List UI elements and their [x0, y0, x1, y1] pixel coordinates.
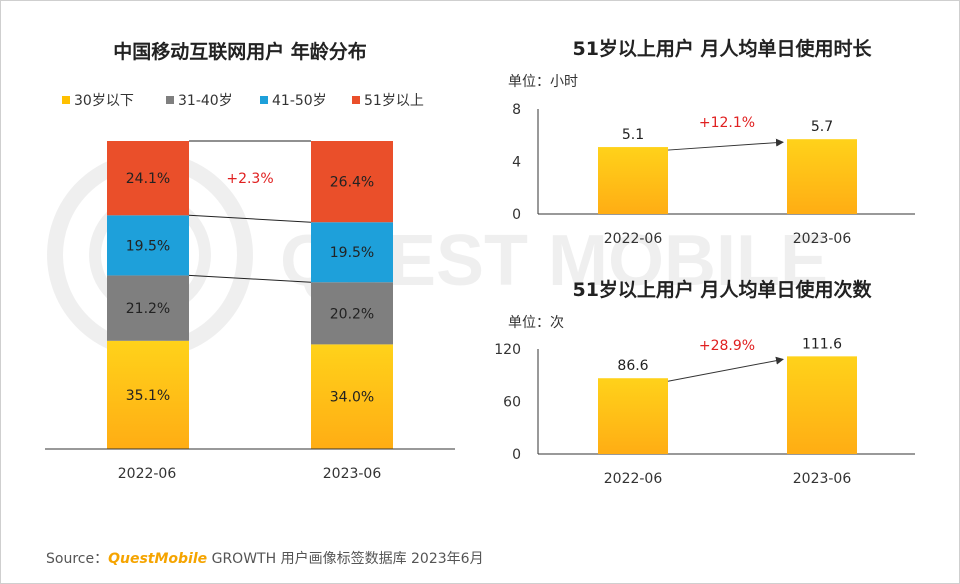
growth-arrow — [667, 138, 784, 151]
growth-annotation: +2.3% — [226, 171, 273, 187]
legend-label: 51岁以上 — [364, 93, 424, 109]
bar-segment — [107, 275, 189, 341]
connector-line — [188, 274, 312, 283]
connector-line — [188, 214, 312, 223]
y-tick-label: 60 — [503, 395, 521, 411]
data-label: 24.1% — [126, 171, 170, 187]
y-tick-label: 120 — [494, 342, 521, 358]
data-label: 86.6 — [617, 358, 648, 374]
bar-segment — [107, 340, 189, 449]
usage-duration-chart: 51岁以上用户 月人均单日使用时长 单位：小时 0 4 8 5.1 2022-06 5.7… — [508, 37, 915, 247]
chart-title: 51岁以上用户 月人均单日使用次数 — [572, 278, 872, 301]
bar — [598, 378, 668, 454]
y-tick-label: 8 — [512, 102, 521, 118]
x-tick-label: 2023-06 — [793, 231, 852, 247]
growth-annotation: +12.1% — [699, 115, 755, 131]
bar-segment — [311, 282, 393, 345]
bar-segment — [107, 141, 189, 216]
source-text: GROWTH 用户画像标签数据库 2023年6月 — [211, 551, 484, 567]
legend: 30岁以下 31-40岁 41-50岁 51岁以上 — [62, 93, 424, 109]
source-prefix: Source： — [46, 551, 109, 567]
bar-segment — [311, 141, 393, 223]
data-label: 111.6 — [802, 336, 842, 352]
legend-label: 31-40岁 — [178, 93, 233, 109]
legend-label: 30岁以下 — [74, 93, 134, 109]
legend-swatch — [166, 96, 174, 104]
chart-title: 51岁以上用户 月人均单日使用时长 — [572, 37, 872, 60]
data-label: 34.0% — [330, 390, 374, 406]
unit-label: 单位：小时 — [508, 74, 578, 90]
legend-swatch — [62, 96, 70, 104]
y-tick-label: 0 — [512, 447, 521, 463]
bar-segment — [311, 344, 393, 449]
bar-segment — [107, 215, 189, 276]
data-label: 20.2% — [330, 306, 374, 322]
data-label: 19.5% — [126, 238, 170, 254]
bar-segment — [311, 222, 393, 283]
bar — [787, 356, 857, 454]
y-tick-label: 4 — [512, 155, 521, 171]
legend-swatch — [352, 96, 360, 104]
data-label: 5.7 — [811, 119, 833, 135]
age-distribution-chart: 中国移动互联网用户 年龄分布 30岁以下 31-40岁 41-50岁 51岁以上 35… — [45, 40, 455, 482]
legend-swatch — [260, 96, 268, 104]
x-tick-label: 2023-06 — [793, 471, 852, 487]
chart-title: 中国移动互联网用户 年龄分布 — [113, 40, 367, 63]
usage-frequency-chart: 51岁以上用户 月人均单日使用次数 单位：次 0 60 120 86.6 2022-06… — [494, 278, 915, 487]
unit-label: 单位：次 — [508, 315, 564, 331]
data-label: 21.2% — [126, 301, 170, 317]
x-tick-label: 2022-06 — [118, 466, 177, 482]
growth-annotation: +28.9% — [699, 338, 755, 354]
bar — [598, 147, 668, 214]
source-note: Source：QuestMobile GROWTH 用户画像标签数据库 2023… — [46, 548, 484, 568]
bar — [787, 139, 857, 214]
data-label: 5.1 — [622, 127, 644, 143]
growth-arrow — [667, 356, 784, 382]
source-brand: QuestMobile — [108, 551, 208, 567]
x-tick-label: 2022-06 — [604, 231, 663, 247]
data-label: 35.1% — [126, 388, 170, 404]
legend-label: 41-50岁 — [272, 93, 327, 109]
x-tick-label: 2023-06 — [323, 466, 382, 482]
data-label: 26.4% — [330, 175, 374, 191]
y-tick-label: 0 — [512, 207, 521, 223]
data-label: 19.5% — [330, 245, 374, 261]
x-tick-label: 2022-06 — [604, 471, 663, 487]
